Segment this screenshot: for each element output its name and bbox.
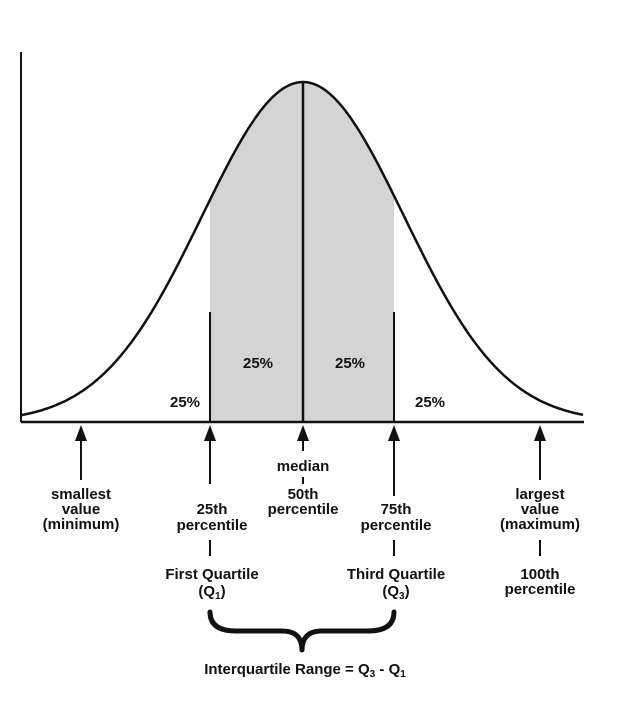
- minimum-label-line3: (minimum): [43, 516, 120, 533]
- q3-percentile-line1: 75th: [381, 501, 412, 518]
- hundredth-percentile-line1: 100th: [520, 566, 559, 583]
- q1-symbol-label: (Q1): [198, 583, 225, 602]
- percent-label-inner-left: 25%: [243, 355, 273, 372]
- median-percentile-line2: percentile: [268, 501, 339, 518]
- q1-percentile-line1: 25th: [197, 501, 228, 518]
- percent-label-left-tail: 25%: [170, 394, 200, 411]
- third-quartile-label: Third Quartile: [347, 566, 445, 583]
- median-percentile-line1: 50th: [288, 486, 319, 503]
- maximum-arrow-icon: [534, 425, 546, 480]
- maximum-label-line1: largest: [515, 486, 564, 503]
- iqr-formula-label: Interquartile Range = Q3 - Q1: [204, 661, 406, 680]
- minimum-label-line2: value: [62, 501, 100, 518]
- maximum-label-line3: (maximum): [500, 516, 580, 533]
- percent-label-inner-right: 25%: [335, 355, 365, 372]
- median-label: median: [277, 458, 330, 475]
- maximum-label-line2: value: [521, 501, 559, 518]
- q3-percentile-line2: percentile: [361, 517, 432, 534]
- interquartile-brace-icon: [207, 609, 397, 653]
- hundredth-percentile-line2: percentile: [505, 581, 576, 598]
- q3-symbol-label: (Q3): [382, 583, 409, 602]
- minimum-label-line1: smallest: [51, 486, 111, 503]
- percent-label-right-tail: 25%: [415, 394, 445, 411]
- q1-arrow-icon: [204, 425, 216, 484]
- minimum-arrow-icon: [75, 425, 87, 480]
- q1-percentile-line2: percentile: [177, 517, 248, 534]
- q3-arrow-icon: [388, 425, 400, 496]
- first-quartile-label: First Quartile: [165, 566, 258, 583]
- median-arrow-icon: [297, 425, 309, 451]
